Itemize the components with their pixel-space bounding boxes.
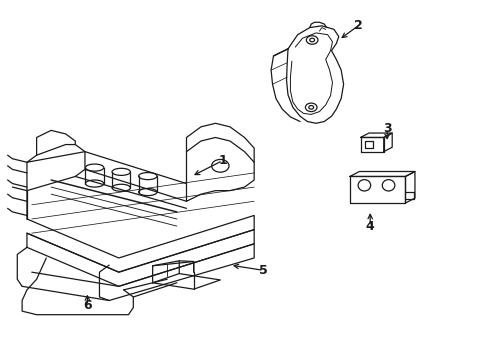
- Text: 6: 6: [83, 299, 92, 312]
- Text: 2: 2: [353, 19, 362, 32]
- Text: 4: 4: [365, 220, 374, 233]
- Text: 1: 1: [218, 154, 226, 167]
- Text: 3: 3: [382, 122, 390, 135]
- Text: 5: 5: [259, 264, 267, 277]
